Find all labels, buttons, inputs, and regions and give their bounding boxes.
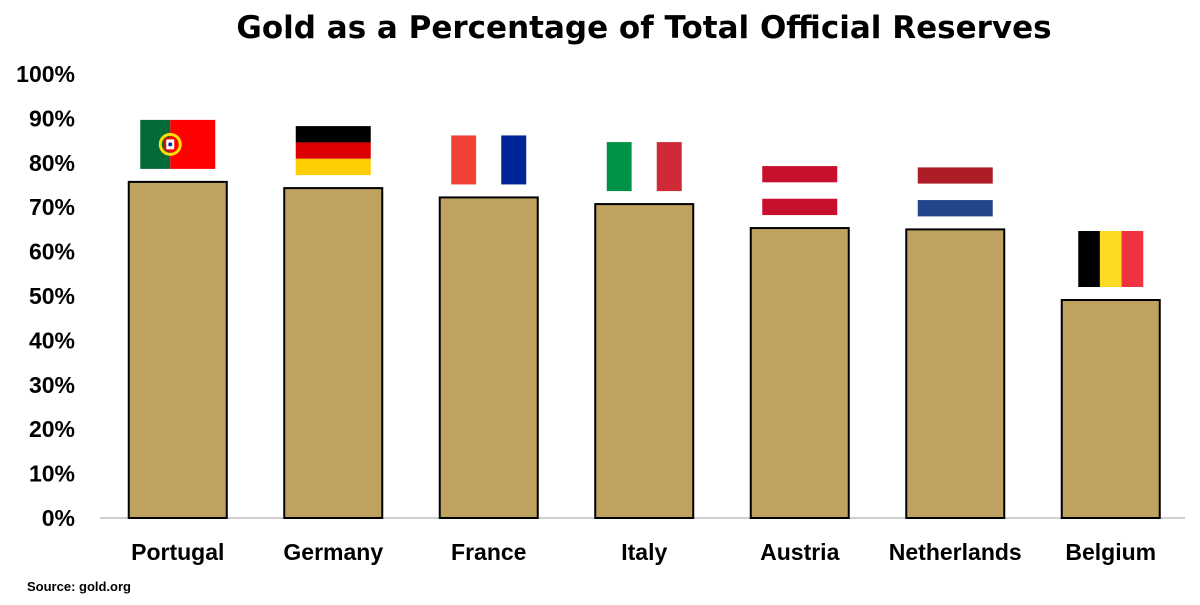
x-axis: Portugal Germany France Italy Austria Netherl…: [131, 539, 1156, 565]
x-tick-label: Austria: [760, 539, 839, 565]
y-tick-label: 20%: [29, 416, 75, 442]
bars: [127, 180, 1161, 519]
chart-title: Gold as a Percentage of Total Official R…: [236, 10, 1051, 46]
flags: [140, 119, 1144, 287]
bar-belgium: [1060, 298, 1161, 519]
x-tick-label: Netherlands: [889, 539, 1022, 565]
italy-flag: [606, 142, 682, 192]
source-note: Source: gold.org: [27, 579, 131, 594]
portugal-flag: [140, 119, 216, 169]
y-tick-label: 90%: [29, 105, 75, 131]
y-tick-label: 70%: [29, 194, 75, 220]
bar-austria: [749, 227, 850, 519]
y-tick-label: 50%: [29, 283, 75, 309]
bar-italy: [594, 203, 695, 519]
y-tick-label: 30%: [29, 372, 75, 398]
bar-portugal: [127, 180, 228, 519]
bar-france: [438, 196, 539, 519]
y-tick-label: 100%: [16, 61, 75, 87]
y-tick-label: 10%: [29, 461, 75, 487]
x-tick-label: Portugal: [131, 539, 224, 565]
x-tick-label: Belgium: [1065, 539, 1156, 565]
bar-netherlands: [905, 228, 1006, 519]
netherlands-flag: [917, 167, 993, 217]
bar-germany: [283, 187, 384, 519]
x-tick-label: Germany: [283, 539, 383, 565]
y-tick-label: 0%: [42, 505, 75, 531]
france-flag: [451, 135, 527, 185]
belgium-flag: [1078, 230, 1144, 287]
y-tick-label: 60%: [29, 239, 75, 265]
x-tick-label: Italy: [621, 539, 667, 565]
austria-flag: [762, 166, 838, 216]
y-axis: 0% 10% 20% 30% 40% 50% 60% 70% 80% 90% 100%: [16, 61, 75, 531]
y-tick-label: 80%: [29, 150, 75, 176]
y-tick-label: 40%: [29, 327, 75, 353]
germany-flag: [295, 126, 371, 176]
x-tick-label: France: [451, 539, 526, 565]
